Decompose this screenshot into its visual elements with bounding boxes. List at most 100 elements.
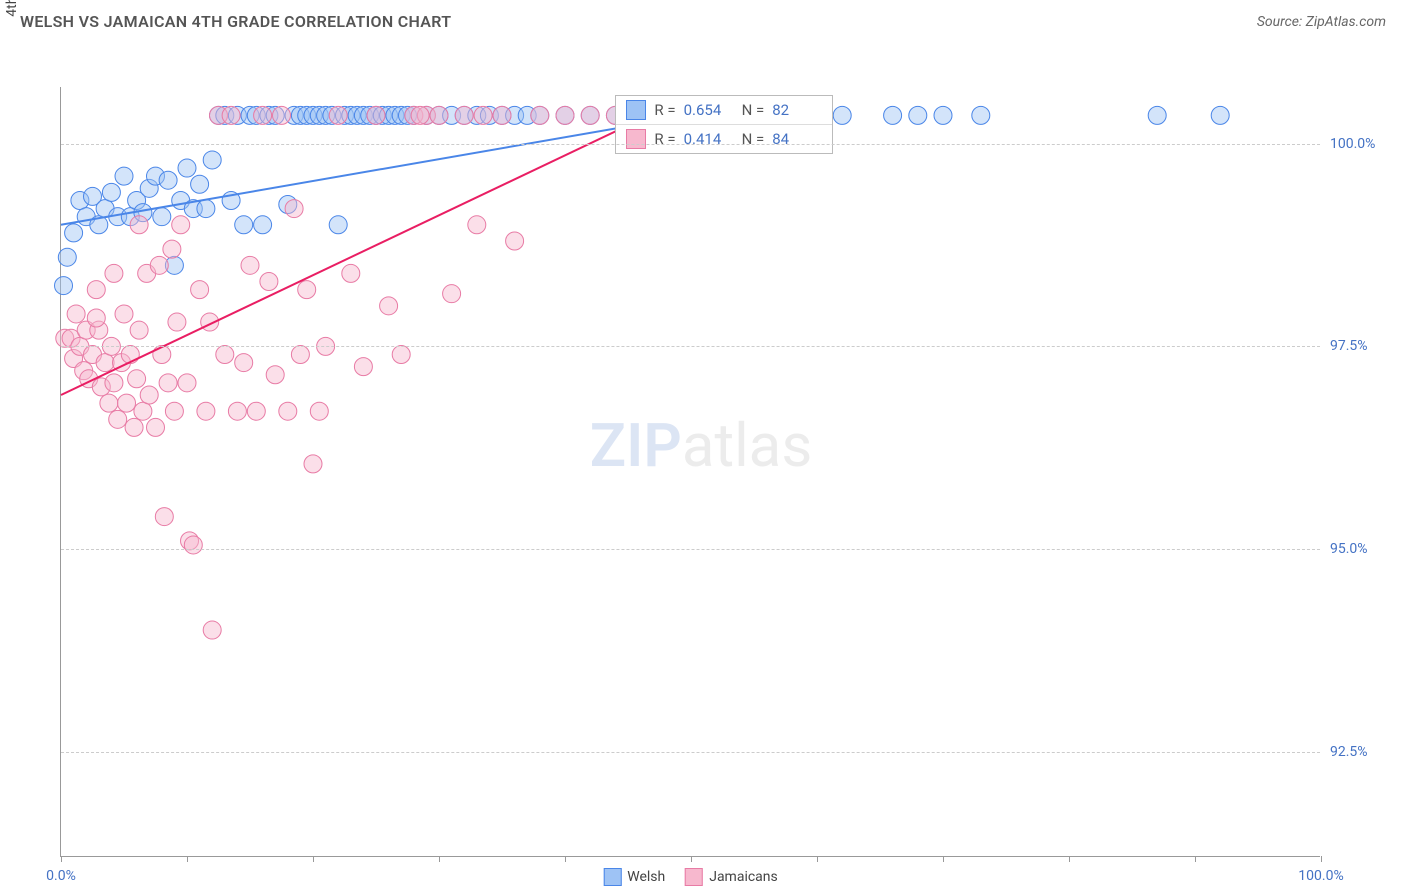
data-point	[556, 106, 574, 124]
stats-r-label: R =	[654, 130, 675, 148]
data-point	[260, 273, 278, 291]
x-tick	[691, 856, 692, 862]
data-point	[178, 159, 196, 177]
data-point	[1148, 106, 1166, 124]
data-point	[140, 386, 158, 404]
data-point	[109, 410, 127, 428]
data-point	[216, 345, 234, 363]
x-tick	[61, 856, 62, 862]
gridline	[61, 346, 1320, 347]
data-point	[1211, 106, 1229, 124]
data-point	[228, 402, 246, 420]
data-point	[197, 402, 215, 420]
data-point	[147, 418, 165, 436]
x-tick	[1069, 856, 1070, 862]
x-tick-label: 0.0%	[46, 868, 76, 884]
chart-source: Source: ZipAtlas.com	[1257, 14, 1386, 30]
data-point	[118, 394, 136, 412]
data-point	[100, 394, 118, 412]
data-point	[134, 402, 152, 420]
x-tick	[187, 856, 188, 862]
data-point	[184, 536, 202, 554]
data-point	[130, 321, 148, 339]
data-point	[241, 256, 259, 274]
scatter-svg	[61, 87, 1321, 857]
stats-n-label: N =	[742, 101, 765, 119]
data-point	[178, 374, 196, 392]
data-point	[380, 297, 398, 315]
legend-label: Welsh	[627, 869, 665, 885]
data-point	[87, 281, 105, 299]
legend-item: Jamaicans	[685, 868, 778, 886]
data-point	[96, 354, 114, 372]
data-point	[506, 232, 524, 250]
data-point	[222, 106, 240, 124]
data-point	[430, 106, 448, 124]
data-point	[115, 305, 133, 323]
x-tick	[1321, 856, 1322, 862]
y-tick-label: 92.5%	[1330, 744, 1390, 760]
data-point	[581, 106, 599, 124]
chart-title: WELSH VS JAMAICAN 4TH GRADE CORRELATION …	[20, 12, 451, 31]
data-point	[443, 285, 461, 303]
gridline	[61, 144, 1320, 145]
y-tick-label: 97.5%	[1330, 338, 1390, 354]
data-point	[909, 106, 927, 124]
data-point	[235, 354, 253, 372]
legend-label: Jamaicans	[709, 869, 778, 885]
stats-r-value: 0.654	[684, 101, 734, 119]
correlation-stats-box: R =0.654N =82R =0.414N =84	[615, 95, 833, 154]
stats-row: R =0.654N =82	[616, 96, 832, 125]
data-point	[468, 216, 486, 234]
x-tick	[439, 856, 440, 862]
data-point	[411, 106, 429, 124]
data-point	[58, 248, 76, 266]
data-point	[254, 216, 272, 234]
data-point	[833, 106, 851, 124]
data-point	[273, 106, 291, 124]
chart-header: WELSH VS JAMAICAN 4TH GRADE CORRELATION …	[0, 0, 1406, 39]
data-point	[392, 345, 410, 363]
data-point	[531, 106, 549, 124]
stats-row: R =0.414N =84	[616, 125, 832, 153]
data-point	[125, 418, 143, 436]
x-tick	[1195, 856, 1196, 862]
stats-n-label: N =	[742, 130, 765, 148]
data-point	[87, 309, 105, 327]
data-point	[191, 281, 209, 299]
data-point	[329, 106, 347, 124]
data-point	[159, 374, 177, 392]
data-point	[291, 345, 309, 363]
data-point	[172, 216, 190, 234]
data-point	[105, 374, 123, 392]
data-point	[354, 358, 372, 376]
y-axis-label: 4th Grade	[4, 0, 20, 17]
data-point	[153, 208, 171, 226]
data-point	[455, 106, 473, 124]
stats-swatch	[626, 100, 646, 120]
data-point	[168, 313, 186, 331]
data-point	[972, 106, 990, 124]
data-point	[55, 277, 73, 295]
data-point	[203, 151, 221, 169]
data-point	[247, 402, 265, 420]
data-point	[934, 106, 952, 124]
stats-n-value: 84	[772, 130, 822, 148]
data-point	[105, 264, 123, 282]
x-tick	[943, 856, 944, 862]
data-point	[130, 216, 148, 234]
data-point	[121, 345, 139, 363]
x-tick	[565, 856, 566, 862]
data-point	[310, 402, 328, 420]
data-point	[367, 106, 385, 124]
data-point	[342, 264, 360, 282]
legend-swatch	[603, 868, 621, 886]
data-point	[155, 508, 173, 526]
stats-n-value: 82	[772, 101, 822, 119]
x-tick-label: 100.0%	[1298, 868, 1343, 884]
data-point	[102, 183, 120, 201]
y-tick-label: 95.0%	[1330, 541, 1390, 557]
data-point	[191, 175, 209, 193]
data-point	[304, 455, 322, 473]
data-point	[884, 106, 902, 124]
